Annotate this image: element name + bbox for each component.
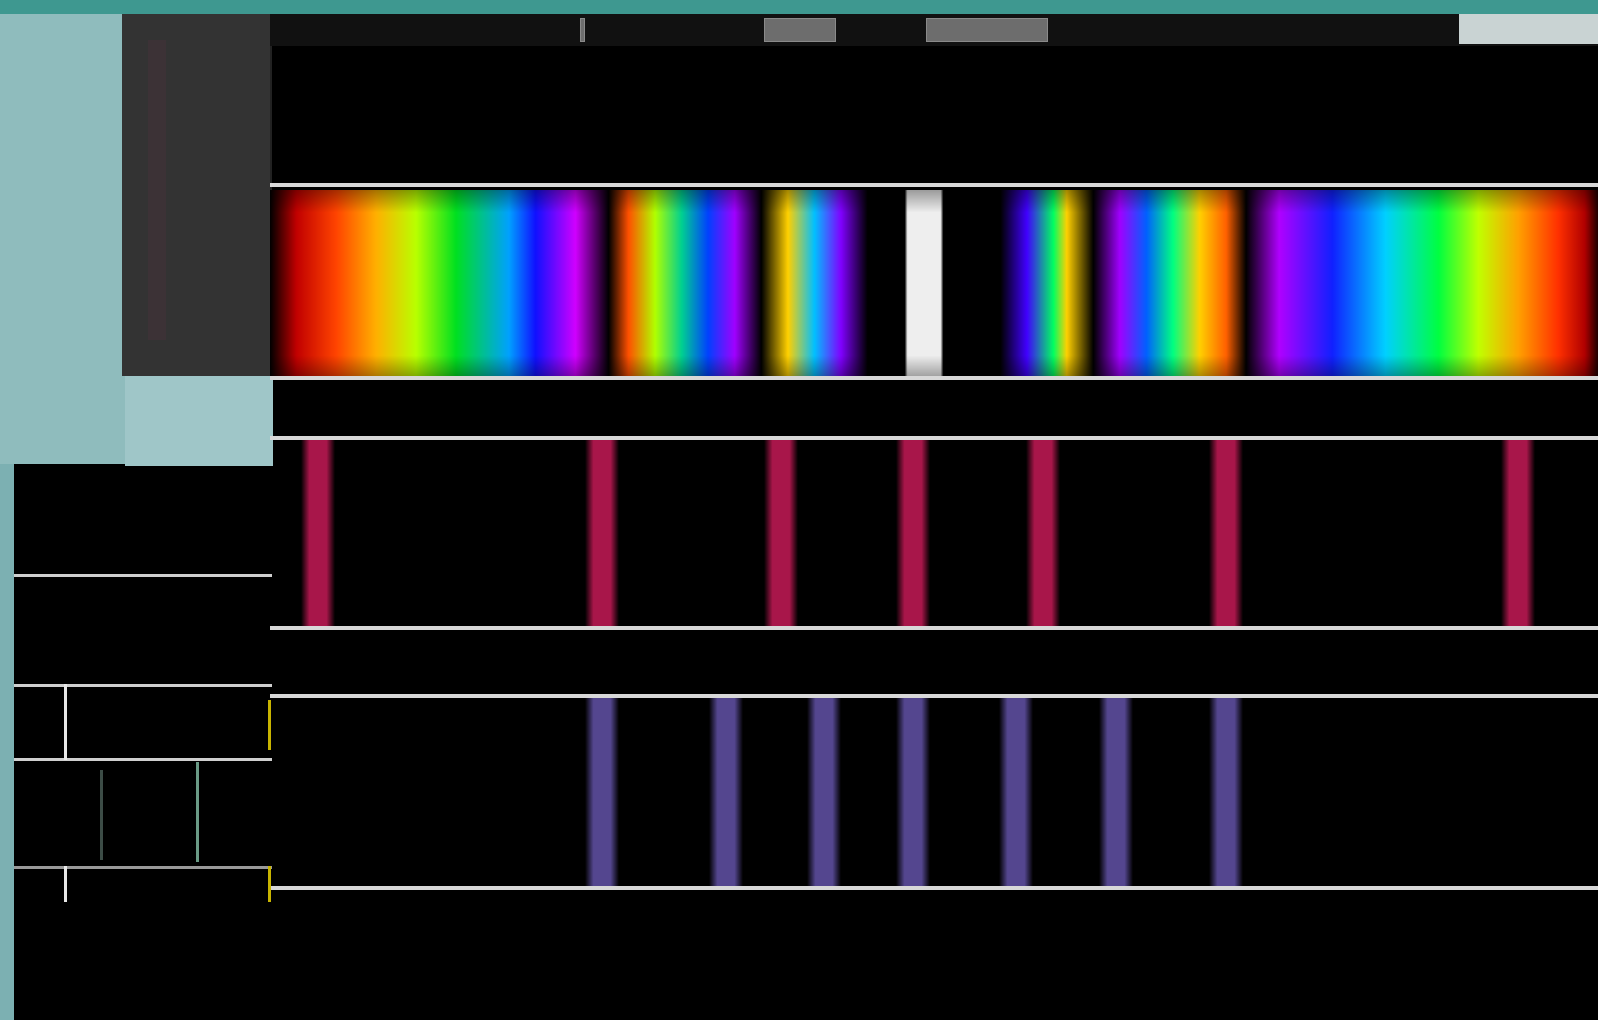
left-divider-4 xyxy=(14,866,272,869)
slider-tick-1[interactable] xyxy=(64,684,67,760)
emission-top-border xyxy=(270,436,1598,440)
absorption-line-5 xyxy=(999,698,1034,886)
left-panel xyxy=(0,14,125,464)
emission-line-4 xyxy=(895,440,930,626)
title-bar xyxy=(0,0,1598,14)
left-panel-lower xyxy=(125,376,273,466)
emission-bottom-border xyxy=(270,626,1598,630)
left-divider-2 xyxy=(14,684,272,687)
absorption-top-border xyxy=(270,694,1598,698)
emission-line-5 xyxy=(1025,440,1060,626)
toolbar-button-1[interactable] xyxy=(764,18,836,42)
left-divider-3 xyxy=(14,758,272,761)
continuous-bottom-border xyxy=(270,376,1598,380)
slider-tick-4[interactable] xyxy=(64,866,67,902)
absorption-line-7 xyxy=(1209,698,1244,886)
absorption-line-1 xyxy=(585,698,619,886)
emission-line-3 xyxy=(764,440,799,626)
emission-line-7 xyxy=(1501,440,1536,626)
absorption-line-2 xyxy=(708,698,743,886)
absorption-bottom-border xyxy=(270,886,1598,890)
toolbar-button-2[interactable] xyxy=(926,18,1048,42)
toolbar-divider xyxy=(580,18,585,42)
preview-frame-stripe xyxy=(148,40,166,340)
emission-line-1 xyxy=(300,440,335,626)
toolbar-right-panel[interactable] xyxy=(1459,14,1598,44)
left-divider-1 xyxy=(14,574,272,577)
emission-line-2 xyxy=(585,440,619,626)
spectrum-fade xyxy=(270,190,1598,378)
absorption-line-6 xyxy=(1098,698,1133,886)
slider-tick-2[interactable] xyxy=(196,762,199,862)
continuous-top-border xyxy=(270,183,1598,187)
continuous-spectrum-svg xyxy=(270,190,1598,378)
slider-tick-3 xyxy=(100,770,103,860)
continuous-spectrum xyxy=(270,190,1598,378)
absorption-line-4 xyxy=(895,698,930,886)
preview-frame xyxy=(122,14,272,376)
absorption-line-3 xyxy=(806,698,841,886)
emission-line-6 xyxy=(1209,440,1244,626)
absorption-lines-panel xyxy=(270,698,1598,886)
marker-bottom xyxy=(268,866,271,902)
marker-top xyxy=(268,700,271,750)
toolbar xyxy=(270,14,1598,46)
emission-lines-panel xyxy=(270,440,1598,626)
